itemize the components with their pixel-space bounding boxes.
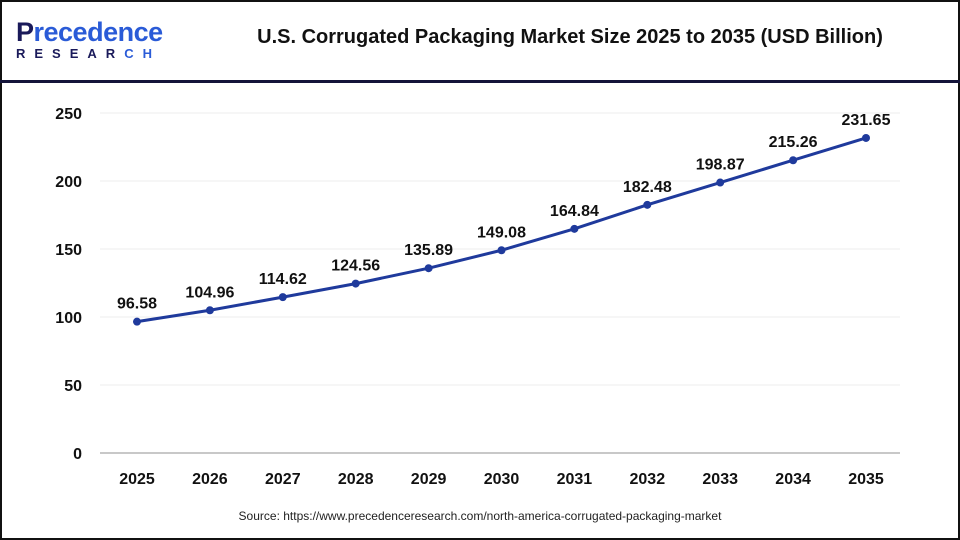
x-tick-label: 2027 — [265, 471, 301, 488]
x-tick-label: 2034 — [775, 471, 811, 488]
y-tick-label: 0 — [73, 446, 82, 463]
data-point — [278, 293, 287, 302]
x-tick-label: 2028 — [338, 471, 374, 488]
data-point — [570, 224, 579, 233]
data-label: 231.65 — [842, 112, 891, 129]
y-tick-label: 50 — [64, 378, 82, 395]
x-tick-label: 2030 — [484, 471, 520, 488]
data-point — [862, 133, 870, 142]
y-tick-label: 150 — [55, 242, 82, 259]
x-tick-label: 2031 — [557, 471, 593, 488]
y-tick-label: 200 — [55, 174, 82, 191]
y-tick-label: 250 — [55, 106, 82, 123]
y-tick-label: 100 — [55, 310, 82, 327]
data-label: 198.87 — [696, 157, 745, 174]
data-label: 135.89 — [404, 242, 453, 259]
data-label: 215.26 — [769, 134, 818, 151]
data-point — [351, 279, 360, 288]
data-label: 104.96 — [185, 284, 234, 301]
x-tick-label: 2032 — [630, 471, 666, 488]
x-tick-label: 2025 — [119, 471, 155, 488]
x-tick-label: 2029 — [411, 471, 447, 488]
data-label: 124.56 — [331, 258, 380, 275]
data-label: 149.08 — [477, 224, 526, 241]
source-text: Source: https://www.precedenceresearch.c… — [238, 509, 722, 523]
data-point — [789, 156, 798, 165]
data-point — [643, 200, 652, 209]
data-point — [716, 178, 725, 187]
data-point — [497, 246, 506, 255]
header: Precedence RESEARCH U.S. Corrugated Pack… — [0, 0, 960, 83]
data-point — [205, 306, 214, 315]
data-label: 164.84 — [550, 203, 599, 220]
data-point — [424, 264, 433, 273]
chart-title: U.S. Corrugated Packaging Market Size 20… — [257, 26, 883, 48]
x-tick-label: 2035 — [848, 471, 884, 488]
data-label: 182.48 — [623, 179, 672, 196]
x-tick-label: 2033 — [702, 471, 738, 488]
data-label: 114.62 — [259, 271, 307, 288]
data-label: 96.58 — [117, 296, 157, 313]
data-point — [133, 317, 141, 326]
precedence-research-logo: Precedence RESEARCH — [16, 17, 163, 61]
x-tick-label: 2026 — [192, 471, 228, 488]
